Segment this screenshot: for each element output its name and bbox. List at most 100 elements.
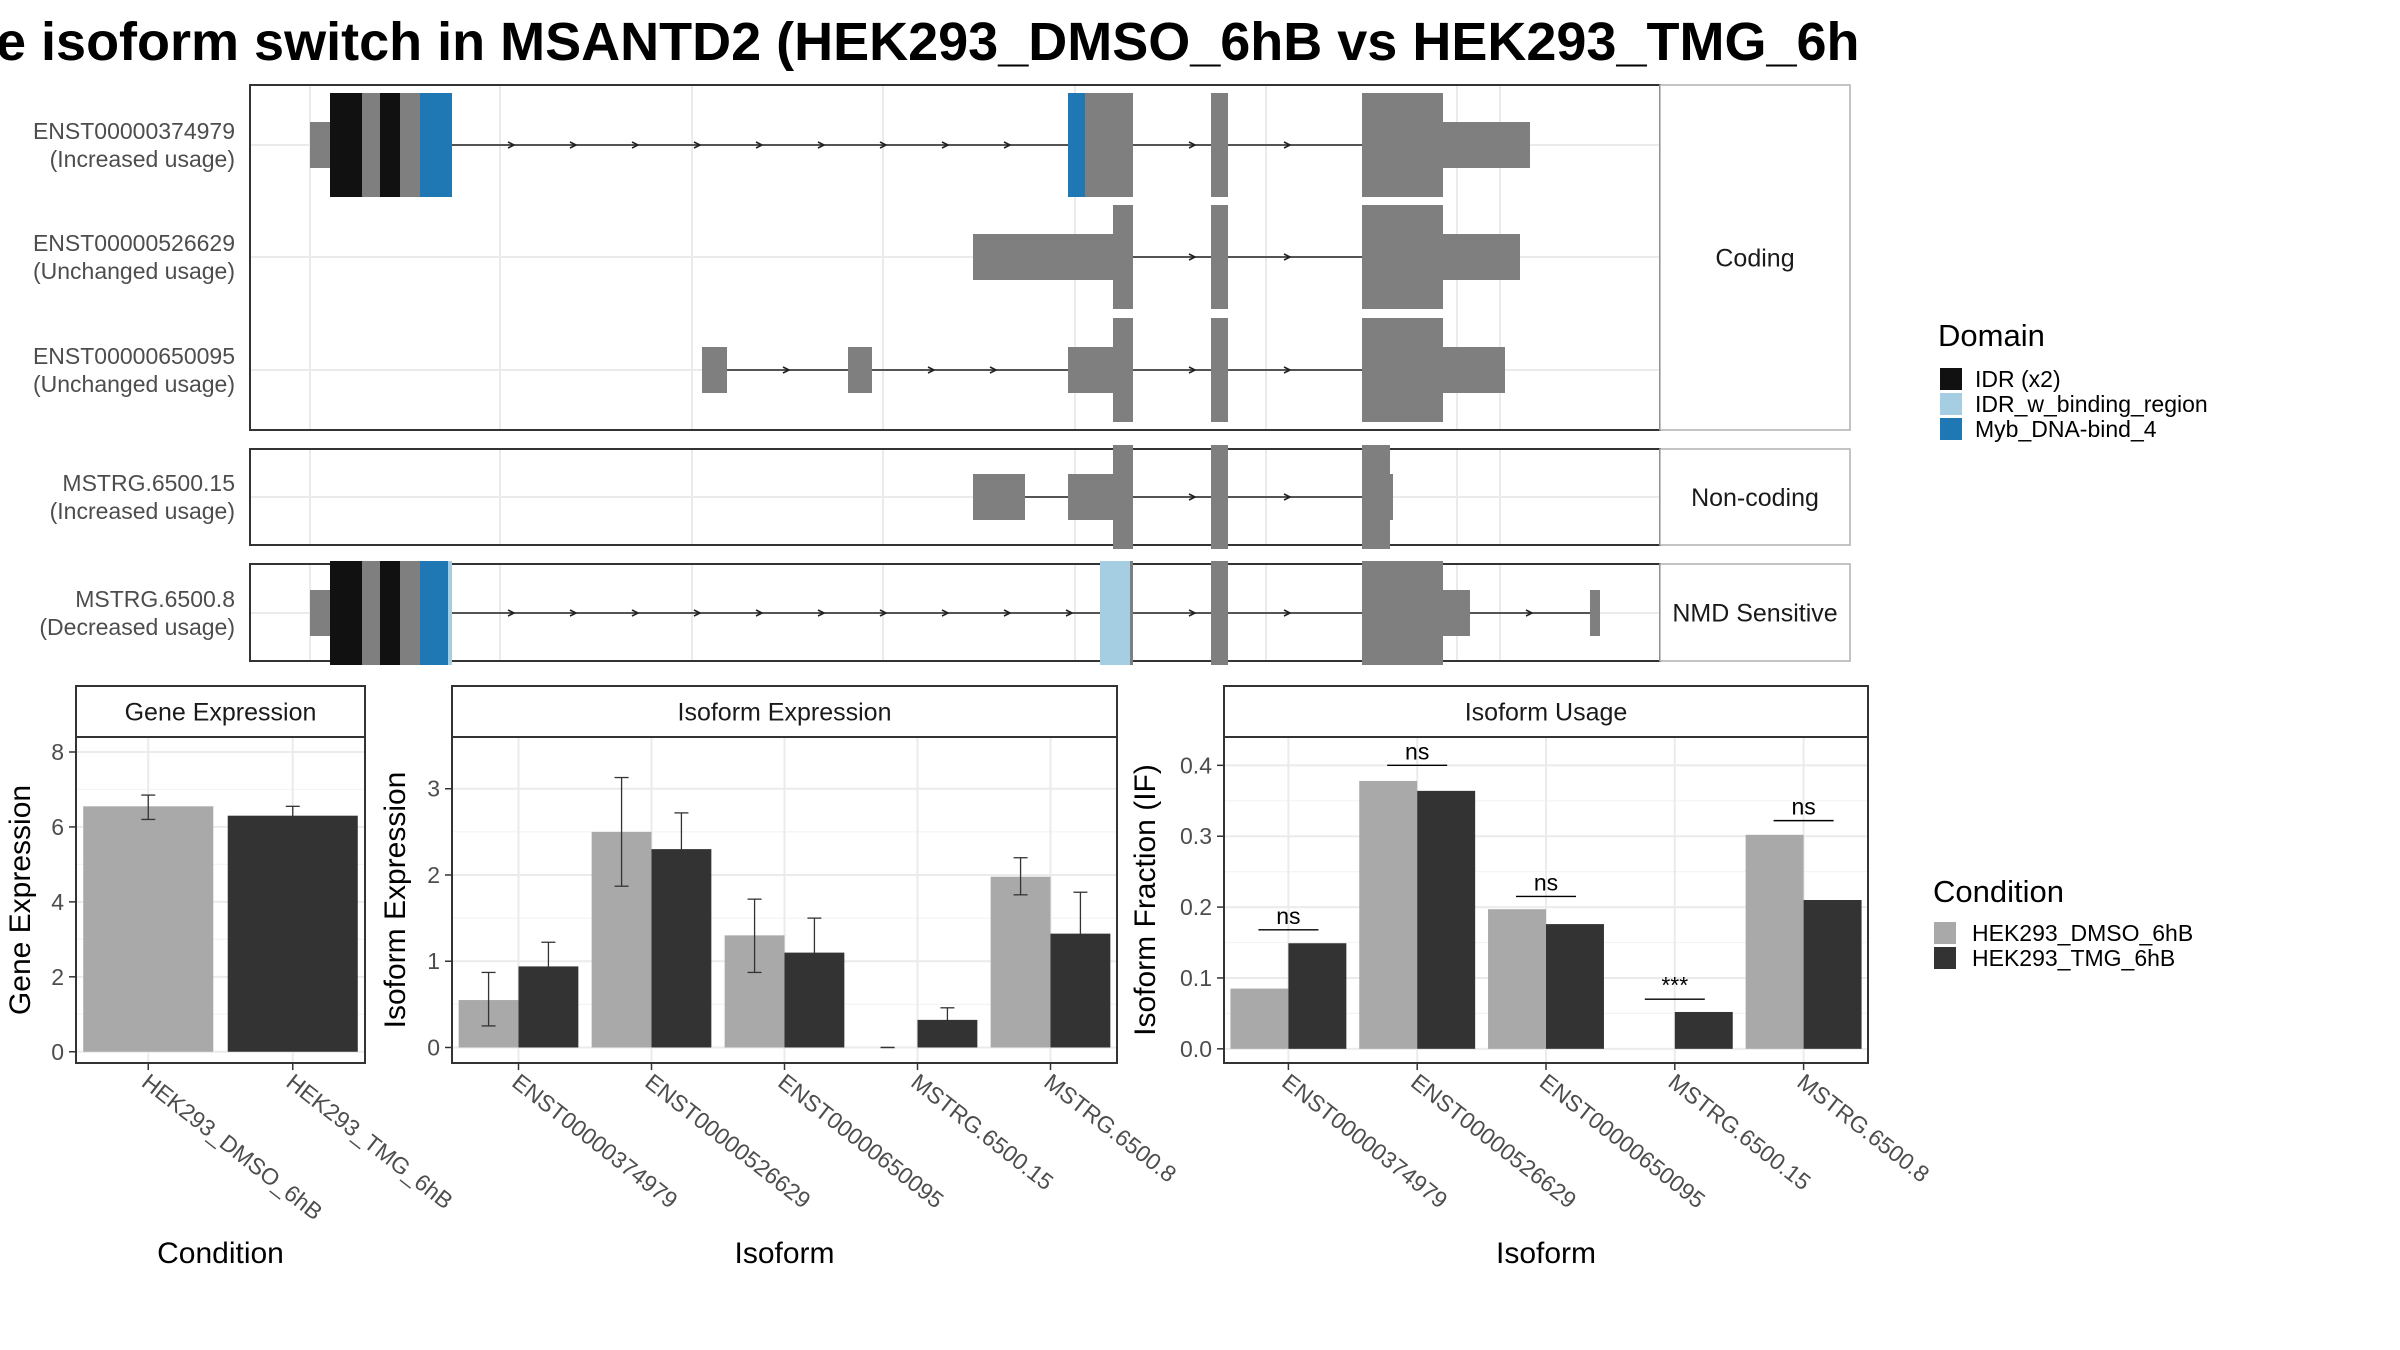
intron-arrow [1188, 253, 1197, 261]
isoform-usage-label: (Unchanged usage) [33, 258, 235, 284]
y-tick-label: 8 [51, 739, 64, 765]
exon-block [1113, 445, 1133, 549]
facet-strip-label: NMD Sensitive [1672, 600, 1837, 628]
intron-arrow [507, 141, 516, 149]
intron-arrow [1188, 493, 1197, 501]
condition-legend-label: HEK293_TMG_6hB [1972, 945, 2175, 971]
isoform-usage-panel: ns ns ns *** ns Isoform Usage 0.0 0.1 0.2 0.3 0.4 I… [1129, 685, 1935, 1270]
bar [1745, 834, 1804, 1049]
exon-block [1443, 347, 1505, 393]
facet-strip [1659, 84, 1851, 431]
x-tick-label: MSTRG.6500.8 [1793, 1068, 1935, 1187]
intron-arrow [1065, 609, 1074, 617]
x-axis-title: Condition [157, 1237, 284, 1270]
intron-arrow [1188, 141, 1197, 149]
intron-arrow [1283, 141, 1292, 149]
exon-block [420, 561, 448, 665]
exon-block [1100, 561, 1130, 665]
exon-block [1113, 205, 1133, 309]
exon-block [1211, 445, 1228, 549]
bar [1546, 924, 1604, 1049]
intron-arrow [941, 609, 950, 617]
intron-arrow [1188, 609, 1197, 617]
domain-legend-title: Domain [1938, 318, 2045, 353]
domain-legend-label: IDR (x2) [1975, 366, 2061, 392]
isoform-id-label: ENST00000650095 [33, 343, 235, 369]
condition-legend-key [1934, 947, 1956, 969]
intron-arrow [569, 141, 578, 149]
isoform-usage-label: (Increased usage) [50, 498, 235, 524]
isoform-usage-label: (Increased usage) [50, 146, 235, 172]
exon-block [702, 347, 727, 393]
x-axis-title: Isoform [1496, 1237, 1596, 1270]
y-tick-label: 0.2 [1180, 894, 1212, 920]
exon-block [1443, 590, 1470, 636]
y-tick-label: 1 [427, 948, 440, 974]
intron-arrow [1003, 141, 1012, 149]
condition-legend-key [1934, 922, 1956, 944]
exon-block [973, 474, 1025, 520]
exon-block [848, 347, 872, 393]
bar [1803, 900, 1862, 1049]
intron-arrow [1283, 366, 1292, 374]
exon-block [1113, 318, 1133, 422]
significance-label: ns [1405, 738, 1429, 764]
panel-title: Isoform Usage [1465, 699, 1628, 727]
intron-arrow [941, 141, 950, 149]
x-tick-label: MSTRG.6500.8 [1039, 1068, 1181, 1187]
panel-strip [1223, 685, 1869, 738]
domain-legend: Domain IDR (x2)IDR_w_binding_regionMyb_DN… [1938, 318, 2208, 442]
intron-arrow [755, 609, 764, 617]
bar [1288, 943, 1347, 1049]
intron-arrow [1525, 609, 1534, 617]
exon-block [362, 93, 380, 197]
intron-arrow [782, 366, 791, 374]
exon-block [380, 93, 400, 197]
y-tick-label: 0 [427, 1034, 440, 1060]
y-axis-title: Gene Expression [4, 785, 37, 1015]
isoform-id-label: ENST00000374979 [33, 118, 235, 144]
exon-block [1130, 561, 1133, 665]
exon-block [380, 561, 400, 665]
isoform-id-label: MSTRG.6500.8 [75, 586, 235, 612]
intron-arrow [989, 366, 998, 374]
intron-arrow [693, 609, 702, 617]
isoform-usage-label: (Decreased usage) [39, 614, 235, 640]
significance-label: ns [1791, 794, 1815, 820]
intron-arrow [927, 366, 936, 374]
y-tick-label: 2 [51, 964, 64, 990]
exon-block [1068, 347, 1113, 393]
domain-legend-label: Myb_DNA-bind_4 [1975, 416, 2157, 442]
condition-legend-title: Condition [1933, 874, 2064, 909]
intron-arrow [631, 141, 640, 149]
y-tick-label: 0.0 [1180, 1036, 1212, 1062]
isoform-id-label: MSTRG.6500.15 [62, 470, 235, 496]
intron-arrow [1188, 366, 1197, 374]
y-axis-title: Isoform Fraction (IF) [1129, 764, 1162, 1036]
significance-label: *** [1661, 972, 1688, 998]
exon-block [1211, 318, 1228, 422]
x-axis-title: Isoform [734, 1237, 834, 1270]
bar [1488, 909, 1546, 1049]
intron-arrow [1003, 609, 1012, 617]
intron-arrow [1283, 609, 1292, 617]
intron-arrow [1283, 493, 1292, 501]
y-tick-label: 0.1 [1180, 965, 1212, 991]
y-tick-label: 0 [51, 1039, 64, 1065]
exon-block [1590, 590, 1600, 636]
domain-legend-label: IDR_w_binding_region [1975, 391, 2208, 417]
exon-block [973, 234, 1113, 280]
exon-block [310, 122, 330, 168]
exon-block [1390, 474, 1393, 520]
exon-block [1443, 234, 1520, 280]
y-tick-label: 4 [51, 889, 64, 915]
intron-arrow [817, 609, 826, 617]
exon-block [1362, 445, 1390, 549]
exon-block [400, 561, 420, 665]
exon-block [448, 561, 452, 665]
y-tick-label: 6 [51, 814, 64, 840]
intron-arrow [569, 609, 578, 617]
exon-block [330, 93, 362, 197]
